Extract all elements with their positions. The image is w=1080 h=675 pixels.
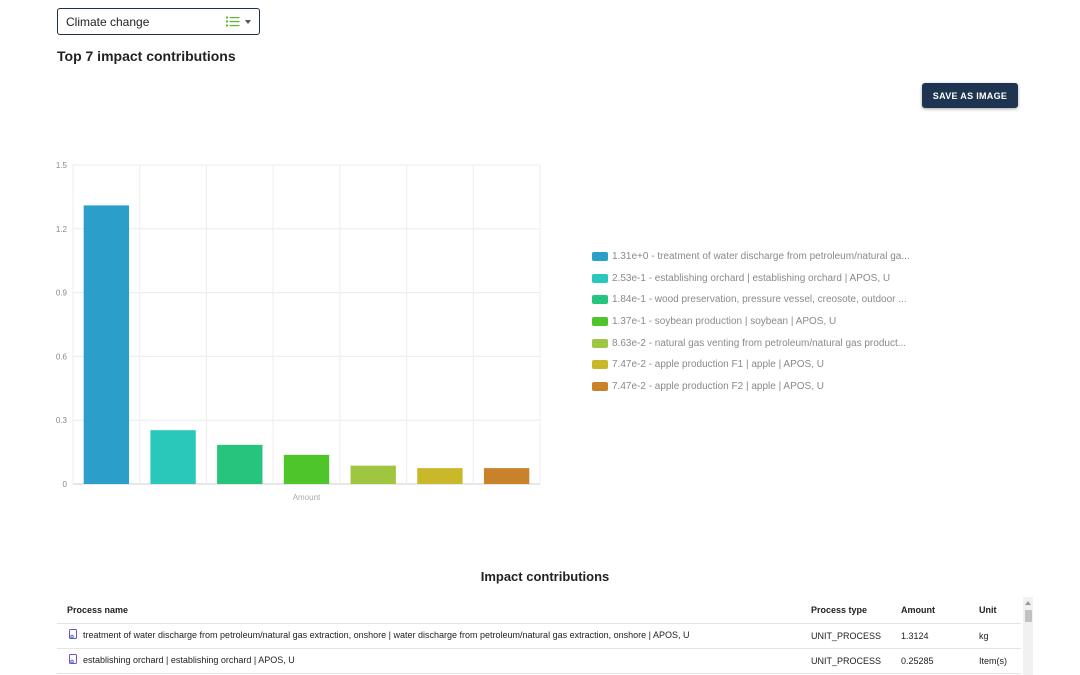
column-header-unit[interactable]: Unit bbox=[969, 597, 1021, 624]
bar bbox=[83, 205, 130, 484]
table-title: Impact contributions bbox=[480, 569, 610, 584]
process-icon bbox=[69, 629, 78, 642]
legend-swatch bbox=[592, 360, 608, 370]
table-scrollbar[interactable] bbox=[1023, 597, 1033, 675]
chart-legend: 1.31e+0 - treatment of water discharge f… bbox=[592, 246, 910, 397]
legend-label: 8.63e-2 - natural gas venting from petro… bbox=[612, 337, 907, 349]
process-amount: 0.25285 bbox=[891, 648, 970, 674]
bar bbox=[483, 468, 530, 484]
page-title: Top 7 impact contributions bbox=[57, 48, 236, 64]
column-header-process-name[interactable]: Process name bbox=[57, 597, 801, 624]
impact-table: Process name Process type Amount Unit tr… bbox=[57, 597, 1033, 675]
impact-bar-chart: 0 0.3 0.6 0.9 1.2 1.5 Amount bbox=[56, 161, 541, 502]
bar bbox=[417, 468, 463, 484]
list-icon bbox=[226, 16, 251, 27]
save-as-image-button[interactable]: SAVE AS IMAGE bbox=[922, 83, 1018, 108]
table-row[interactable]: establishing orchard | establishing orch… bbox=[57, 648, 1021, 674]
legend-item[interactable]: 7.47e-2 - apple production F2 | apple | … bbox=[592, 376, 910, 398]
legend-label: 1.31e+0 - treatment of water discharge f… bbox=[612, 251, 910, 263]
y-tick-label: 0.9 bbox=[56, 289, 68, 298]
chevron-down-icon bbox=[245, 19, 251, 24]
legend-swatch bbox=[592, 295, 608, 305]
legend-item[interactable]: 2.53e-1 - establishing orchard | establi… bbox=[592, 268, 910, 290]
y-tick-label: 0 bbox=[63, 480, 68, 489]
process-type: UNIT_PROCESS bbox=[801, 648, 892, 674]
y-tick-label: 1.2 bbox=[56, 225, 68, 234]
y-tick-label: 0.6 bbox=[56, 352, 68, 361]
process-unit: kg bbox=[969, 623, 1021, 649]
legend-swatch bbox=[592, 252, 608, 262]
table-row[interactable]: treatment of water discharge from petrol… bbox=[57, 623, 1021, 649]
process-unit: Item(s) bbox=[969, 648, 1021, 674]
legend-item[interactable]: 8.63e-2 - natural gas venting from petro… bbox=[592, 332, 910, 354]
scroll-up-icon[interactable] bbox=[1025, 601, 1031, 605]
bar bbox=[283, 454, 330, 484]
y-tick-label: 1.5 bbox=[56, 161, 68, 170]
bar bbox=[150, 430, 196, 484]
process-type: UNIT_PROCESS bbox=[801, 623, 892, 649]
legend-label: 2.53e-1 - establishing orchard | establi… bbox=[612, 272, 891, 284]
bar bbox=[217, 444, 263, 484]
process-name: treatment of water discharge from petrol… bbox=[83, 629, 690, 640]
column-header-amount[interactable]: Amount bbox=[891, 597, 970, 624]
x-axis-label: Amount bbox=[293, 493, 321, 502]
legend-item[interactable]: 1.31e+0 - treatment of water discharge f… bbox=[592, 246, 910, 268]
legend-swatch bbox=[592, 338, 608, 348]
bar bbox=[350, 465, 396, 484]
y-tick-label: 0.3 bbox=[56, 416, 68, 425]
process-name: establishing orchard | establishing orch… bbox=[83, 654, 295, 665]
legend-swatch bbox=[592, 381, 608, 391]
legend-item[interactable]: 1.37e-1 - soybean production | soybean |… bbox=[592, 311, 910, 333]
table-header-row: Process name Process type Amount Unit bbox=[57, 597, 1021, 624]
impact-category-select[interactable]: Climate change bbox=[57, 8, 260, 35]
column-header-process-type[interactable]: Process type bbox=[801, 597, 892, 624]
legend-label: 7.47e-2 - apple production F2 | apple | … bbox=[612, 380, 824, 392]
process-amount: 1.3124 bbox=[891, 623, 970, 649]
legend-label: 1.84e-1 - wood preservation, pressure ve… bbox=[612, 294, 907, 306]
legend-swatch bbox=[592, 273, 608, 283]
legend-item[interactable]: 7.47e-2 - apple production F1 | apple | … bbox=[592, 354, 910, 376]
process-icon bbox=[69, 654, 78, 667]
legend-swatch bbox=[592, 317, 608, 327]
legend-label: 7.47e-2 - apple production F1 | apple | … bbox=[612, 359, 824, 371]
legend-item[interactable]: 1.84e-1 - wood preservation, pressure ve… bbox=[592, 289, 910, 311]
legend-label: 1.37e-1 - soybean production | soybean |… bbox=[612, 316, 837, 328]
impact-category-value: Climate change bbox=[66, 14, 150, 29]
scrollbar-thumb[interactable] bbox=[1025, 610, 1032, 622]
